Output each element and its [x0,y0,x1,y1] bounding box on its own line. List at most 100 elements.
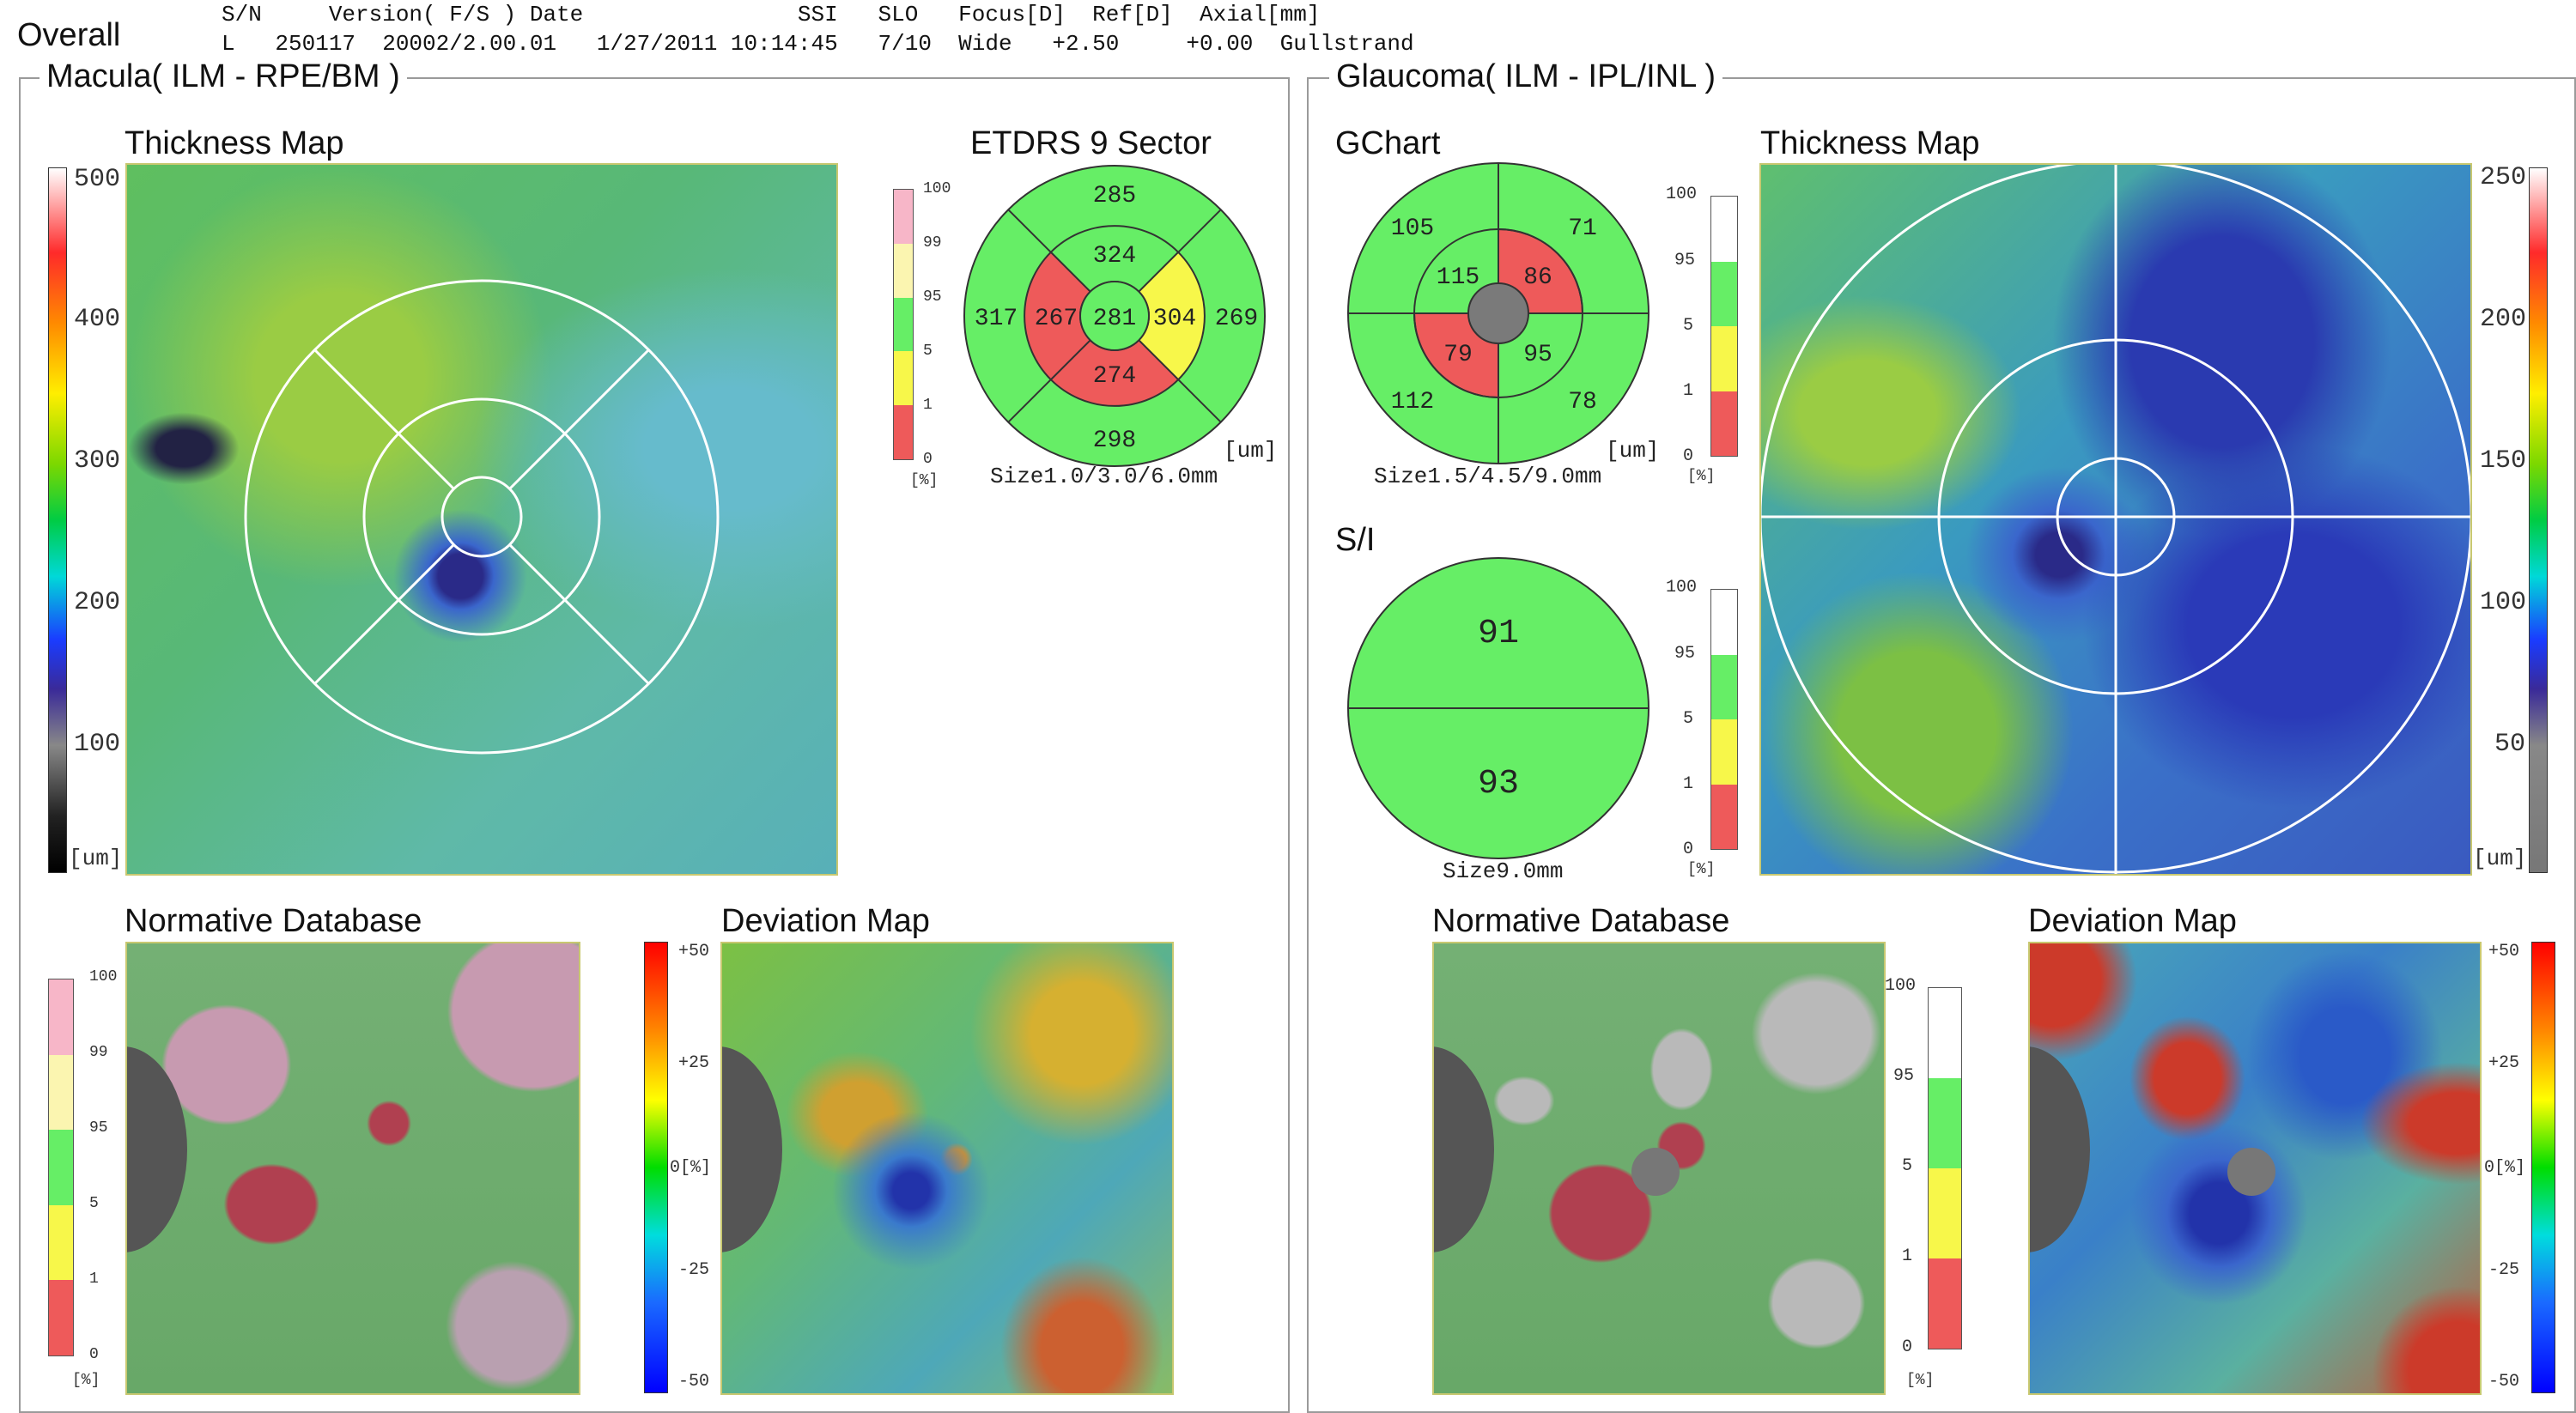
etdrs-title: ETDRS 9 Sector [970,125,1212,161]
glaucoma-scale-50: 50 [2494,730,2526,759]
macula-norm-legend-100: 100 [89,968,118,985]
si-chart: 91 93 [1347,557,1649,859]
gchart-legend-5: 5 [1683,316,1694,336]
macula-panel-title: Macula( ILM - RPE/BM ) [39,58,407,95]
etdrs-inner-nasal: 304 [1153,306,1196,332]
macula-scale-unit: [um] [69,846,123,871]
scan-info-header: S/N Version( F/S ) Date SSI SLO Focus[D]… [222,2,1321,27]
glaucoma-norm-legend-unit: [%] [1906,1372,1935,1389]
macula-norm-legend-unit: [%] [72,1372,100,1389]
fovea-mask [1631,1148,1680,1196]
macula-dev-scale-p25: +25 [678,1053,710,1073]
etdrs-inner-superior: 324 [1093,243,1136,270]
gchart-inner-in: 95 [1523,342,1552,368]
etdrs-unit: [um] [1224,438,1278,464]
glaucoma-thickness-colorbar [2529,167,2548,873]
macula-thickness-map[interactable] [125,163,838,876]
gchart-legend-0: 0 [1683,446,1694,466]
etdrs-percentile-legend [893,189,914,460]
macula-dev-scale-p50: +50 [678,942,710,961]
macula-etdrs-grid-overlay [244,279,720,755]
etdrs-outer-inferior: 298 [1093,428,1136,454]
etdrs-outer-temporal: 317 [975,306,1018,332]
gchart-legend-unit: [%] [1687,468,1716,485]
glaucoma-scale-150: 150 [2480,446,2527,476]
gchart-grid-overlay [1761,165,2470,874]
optic-disc-shadow [2030,1046,2090,1252]
macula-norm-legend-99: 99 [89,1044,108,1061]
etdrs-center: 281 [1093,306,1136,332]
macula-normative-map[interactable] [125,942,580,1395]
glaucoma-normative-title: Normative Database [1432,903,1730,939]
si-legend-95: 95 [1674,644,1696,664]
glaucoma-dev-scale-0: 0[%] [2484,1158,2526,1178]
glaucoma-deviation-title: Deviation Map [2028,903,2237,939]
si-superior: 91 [1478,615,1519,653]
scan-info-values: L 250117 20002/2.00.01 1/27/2011 10:14:4… [222,31,1414,57]
optic-disc-shadow [127,1046,187,1252]
etdrs-inner-temporal: 267 [1035,306,1078,332]
etdrs-legend-unit: [%] [910,472,939,489]
si-legend-0: 0 [1683,840,1694,859]
macula-deviation-title: Deviation Map [721,903,930,939]
glaucoma-scale-unit: [um] [2473,846,2527,871]
glaucoma-deviation-colorbar [2531,942,2555,1393]
etdrs-legend-99: 99 [923,234,942,252]
gchart-size: Size1.5/4.5/9.0mm [1374,464,1602,489]
si-legend-5: 5 [1683,709,1694,729]
macula-dev-scale-m50: -50 [678,1372,710,1392]
gchart-inner-st: 115 [1437,264,1479,291]
gchart-legend-95: 95 [1674,251,1696,270]
etdrs-legend-95: 95 [923,288,942,306]
gchart-inner-sn: 86 [1523,264,1552,291]
etdrs-legend-0: 0 [923,451,933,468]
glaucoma-scale-200: 200 [2480,305,2527,334]
si-legend-1: 1 [1683,774,1694,794]
etdrs-inner-inferior: 274 [1093,363,1136,390]
macula-deviation-colorbar [644,942,668,1393]
macula-deviation-map[interactable] [720,942,1174,1395]
glaucoma-dev-scale-p50: +50 [2488,942,2520,961]
glaucoma-panel-title: Glaucoma( ILM - IPL/INL ) [1329,58,1723,95]
optic-disc-shadow [1434,1046,1494,1252]
macula-scale-100: 100 [74,730,121,759]
gchart-inner-it: 79 [1443,342,1473,368]
etdrs-legend-5: 5 [923,343,933,360]
macula-norm-legend-0: 0 [89,1346,99,1363]
glaucoma-norm-legend-95: 95 [1893,1066,1915,1086]
etdrs-legend-100: 100 [923,180,951,197]
fovea-mask [2227,1148,2275,1196]
glaucoma-norm-legend-1: 1 [1902,1246,1913,1266]
glaucoma-normative-map[interactable] [1432,942,1886,1395]
macula-scale-200: 200 [74,588,121,617]
macula-scale-300: 300 [74,446,121,476]
macula-thickness-colorbar [48,167,67,873]
gchart-title: GChart [1335,125,1441,161]
gchart-legend [1710,196,1738,457]
si-inferior: 93 [1478,765,1519,804]
macula-normative-legend [48,979,74,1356]
macula-scale-400: 400 [74,305,121,334]
macula-scale-500: 500 [74,165,121,194]
glaucoma-norm-legend-0: 0 [1902,1337,1913,1357]
glaucoma-dev-scale-m25: -25 [2488,1260,2520,1280]
glaucoma-normative-legend [1928,987,1962,1349]
si-legend-unit: [%] [1687,861,1716,878]
glaucoma-norm-legend-5: 5 [1902,1156,1913,1176]
gchart-legend-100: 100 [1666,185,1698,204]
optic-disc-shadow [722,1046,782,1252]
etdrs-outer-superior: 285 [1093,183,1136,209]
etdrs-outer-nasal: 269 [1215,306,1258,332]
glaucoma-thickness-map[interactable] [1759,163,2472,876]
etdrs-size: Size1.0/3.0/6.0mm [990,464,1218,489]
report-title: Overall [17,17,121,53]
gchart-outer-st: 105 [1391,215,1434,242]
glaucoma-thickness-map-title: Thickness Map [1760,125,1980,161]
si-legend-100: 100 [1666,578,1698,597]
si-legend [1710,589,1738,850]
macula-normative-title: Normative Database [125,903,422,939]
gchart-outer-in: 78 [1568,389,1597,415]
glaucoma-scale-250: 250 [2480,163,2527,192]
glaucoma-scale-100: 100 [2480,588,2527,617]
glaucoma-deviation-map[interactable] [2028,942,2482,1395]
